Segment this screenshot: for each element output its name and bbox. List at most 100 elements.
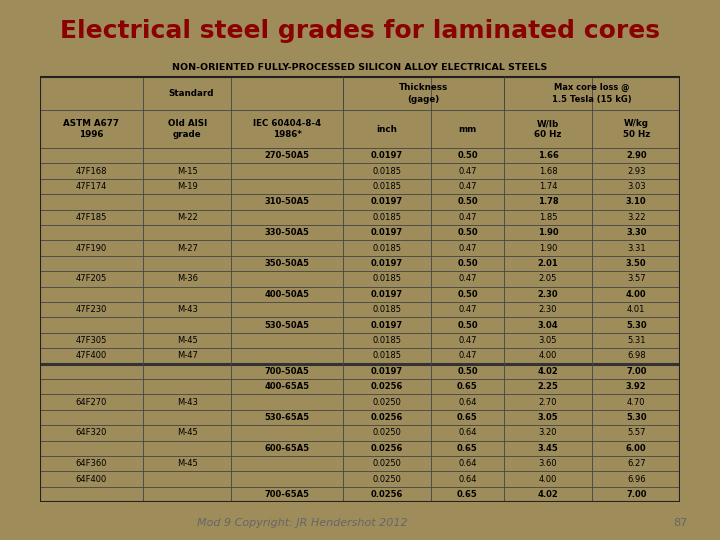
Text: 0.50: 0.50 (457, 198, 478, 206)
Text: M-45: M-45 (177, 428, 198, 437)
Text: 6.00: 6.00 (626, 444, 647, 453)
Text: 0.0197: 0.0197 (371, 321, 403, 329)
Text: 3.60: 3.60 (539, 459, 557, 468)
Text: 0.50: 0.50 (457, 290, 478, 299)
Text: NON-ORIENTED FULLY-PROCESSED SILICON ALLOY ELECTRICAL STEELS: NON-ORIENTED FULLY-PROCESSED SILICON ALL… (172, 63, 548, 72)
Text: 3.45: 3.45 (538, 444, 559, 453)
Text: 600-65A5: 600-65A5 (264, 444, 310, 453)
Text: 2.01: 2.01 (538, 259, 559, 268)
Text: 0.0185: 0.0185 (372, 213, 401, 222)
Text: 0.50: 0.50 (457, 259, 478, 268)
Text: 2.30: 2.30 (538, 290, 558, 299)
Text: 47F230: 47F230 (76, 305, 107, 314)
Text: 400-65A5: 400-65A5 (264, 382, 310, 391)
Text: 47F400: 47F400 (76, 352, 107, 360)
Text: 5.31: 5.31 (627, 336, 646, 345)
Text: Standard: Standard (168, 89, 214, 98)
Text: 0.0256: 0.0256 (371, 444, 403, 453)
Text: 3.05: 3.05 (539, 336, 557, 345)
Text: 87: 87 (673, 518, 688, 528)
Text: 4.01: 4.01 (627, 305, 645, 314)
Text: 0.0197: 0.0197 (371, 198, 403, 206)
Text: 0.47: 0.47 (458, 352, 477, 360)
Text: M-15: M-15 (177, 167, 198, 176)
Text: M-45: M-45 (177, 336, 198, 345)
Text: 350-50A5: 350-50A5 (264, 259, 310, 268)
Text: 3.20: 3.20 (539, 428, 557, 437)
Text: Mod 9 Copyright: JR Hendershot 2012: Mod 9 Copyright: JR Hendershot 2012 (197, 518, 408, 528)
Text: 0.64: 0.64 (458, 459, 477, 468)
Text: 7.00: 7.00 (626, 490, 647, 499)
Text: inch: inch (377, 125, 397, 133)
Text: 1.68: 1.68 (539, 167, 557, 176)
Text: 4.70: 4.70 (627, 397, 646, 407)
Text: 330-50A5: 330-50A5 (265, 228, 310, 237)
Text: 700-65A5: 700-65A5 (264, 490, 310, 499)
Text: 4.00: 4.00 (539, 352, 557, 360)
Text: 0.47: 0.47 (458, 244, 477, 253)
Text: 310-50A5: 310-50A5 (264, 198, 310, 206)
Text: 0.0250: 0.0250 (372, 397, 401, 407)
Text: 400-50A5: 400-50A5 (264, 290, 310, 299)
Text: 3.31: 3.31 (627, 244, 646, 253)
Text: 6.27: 6.27 (627, 459, 646, 468)
Text: 530-50A5: 530-50A5 (264, 321, 310, 329)
Text: 0.50: 0.50 (457, 321, 478, 329)
Text: 3.10: 3.10 (626, 198, 647, 206)
Text: 0.0185: 0.0185 (372, 352, 401, 360)
Text: 0.0197: 0.0197 (371, 290, 403, 299)
Text: W/lb
60 Hz: W/lb 60 Hz (534, 119, 562, 139)
Text: 1.78: 1.78 (538, 198, 558, 206)
Text: 2.05: 2.05 (539, 274, 557, 284)
Text: 0.0250: 0.0250 (372, 475, 401, 484)
Text: 700-50A5: 700-50A5 (265, 367, 310, 376)
Text: 64F360: 64F360 (76, 459, 107, 468)
Text: 47F190: 47F190 (76, 244, 107, 253)
Text: 0.0256: 0.0256 (371, 382, 403, 391)
Text: M-47: M-47 (177, 352, 198, 360)
Text: 0.47: 0.47 (458, 274, 477, 284)
Text: 3.04: 3.04 (538, 321, 558, 329)
Text: 0.0185: 0.0185 (372, 274, 401, 284)
Text: Thickness
(gage): Thickness (gage) (399, 83, 448, 104)
Text: 47F174: 47F174 (76, 182, 107, 191)
Text: Old AISI
grade: Old AISI grade (168, 119, 207, 139)
Text: 2.93: 2.93 (627, 167, 646, 176)
Text: 7.00: 7.00 (626, 367, 647, 376)
Text: M-19: M-19 (177, 182, 198, 191)
Text: 0.0250: 0.0250 (372, 428, 401, 437)
Text: 5.30: 5.30 (626, 413, 647, 422)
Text: W/kg
50 Hz: W/kg 50 Hz (623, 119, 650, 139)
Text: 47F305: 47F305 (76, 336, 107, 345)
Text: 0.50: 0.50 (457, 367, 478, 376)
Text: 0.64: 0.64 (458, 475, 477, 484)
Text: 4.00: 4.00 (626, 290, 647, 299)
Text: 0.47: 0.47 (458, 182, 477, 191)
Text: 0.0250: 0.0250 (372, 459, 401, 468)
Text: Max core loss @
1.5 Tesla (15 kG): Max core loss @ 1.5 Tesla (15 kG) (552, 83, 632, 104)
Text: 0.65: 0.65 (457, 444, 478, 453)
Text: 3.05: 3.05 (538, 413, 558, 422)
Text: 1.90: 1.90 (539, 244, 557, 253)
Text: mm: mm (459, 125, 477, 133)
Text: 0.65: 0.65 (457, 382, 478, 391)
Text: 6.96: 6.96 (627, 475, 646, 484)
Text: 0.64: 0.64 (458, 428, 477, 437)
Text: 0.0256: 0.0256 (371, 490, 403, 499)
Text: 47F168: 47F168 (76, 167, 107, 176)
Text: 2.70: 2.70 (539, 397, 557, 407)
Text: 3.57: 3.57 (627, 274, 646, 284)
Text: 3.50: 3.50 (626, 259, 647, 268)
Text: 6.98: 6.98 (627, 352, 646, 360)
Text: 64F320: 64F320 (76, 428, 107, 437)
Text: ASTM A677
1996: ASTM A677 1996 (63, 119, 120, 139)
Text: 3.22: 3.22 (627, 213, 646, 222)
Text: 3.92: 3.92 (626, 382, 647, 391)
Text: 0.0256: 0.0256 (371, 413, 403, 422)
Text: 0.47: 0.47 (458, 213, 477, 222)
Text: 0.0197: 0.0197 (371, 367, 403, 376)
Text: 0.0185: 0.0185 (372, 167, 401, 176)
Text: 0.47: 0.47 (458, 305, 477, 314)
Text: 64F400: 64F400 (76, 475, 107, 484)
Text: 4.02: 4.02 (538, 490, 559, 499)
